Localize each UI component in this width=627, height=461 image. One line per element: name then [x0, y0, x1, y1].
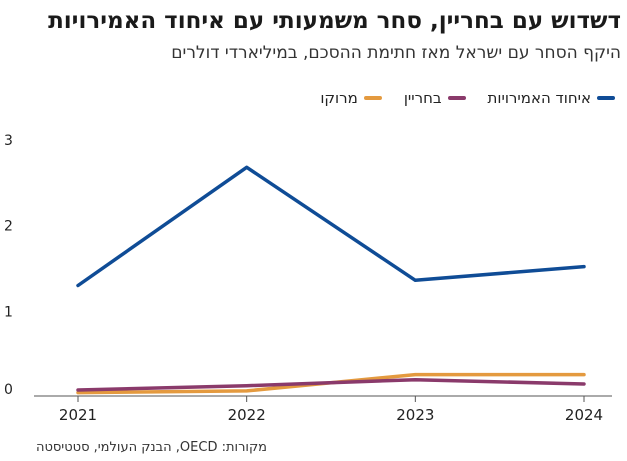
- series-line-bahrain: [76, 377, 586, 392]
- x-tick-label: 2024: [565, 406, 603, 424]
- x-tick-label: 2022: [228, 406, 266, 424]
- series-line-uae: [76, 165, 586, 288]
- title-block: דשדוש עם בחריין, סחר משמעותי עם איחוד הא…: [6, 6, 621, 68]
- chart-legend: איחוד האמירויות בחריין מרוקו: [320, 89, 615, 107]
- legend-label-uae: איחוד האמירויות: [487, 89, 591, 107]
- legend-item-morocco: מרוקו: [320, 89, 382, 107]
- legend-item-bahrain: בחריין: [404, 89, 466, 107]
- x-tick-label: 2023: [396, 406, 434, 424]
- y-tick-label: 3: [4, 133, 13, 149]
- y-tick-label: 2: [4, 219, 13, 235]
- legend-label-bahrain: בחריין: [403, 89, 442, 107]
- source-note: מקורות: OECD, הבנק העולמי, סטטיסטה: [35, 440, 267, 455]
- legend-item-uae: איחוד האמירויות: [488, 89, 615, 107]
- legend-label-morocco: מרוקו: [320, 89, 358, 107]
- chart-subtitle: היקף הסחר עם ישראל מאז חתימת ההסכם, במיל…: [171, 43, 621, 63]
- legend-swatch-morocco: [363, 96, 382, 100]
- chart-title: דשדוש עם בחריין, סחר משמעותי עם איחוד הא…: [48, 8, 621, 34]
- legend-swatch-uae: [597, 96, 615, 100]
- y-tick-label: 0: [4, 382, 13, 398]
- x-tick-label: 2021: [59, 406, 97, 424]
- legend-swatch-bahrain: [447, 96, 466, 100]
- y-tick-label: 1: [4, 304, 13, 320]
